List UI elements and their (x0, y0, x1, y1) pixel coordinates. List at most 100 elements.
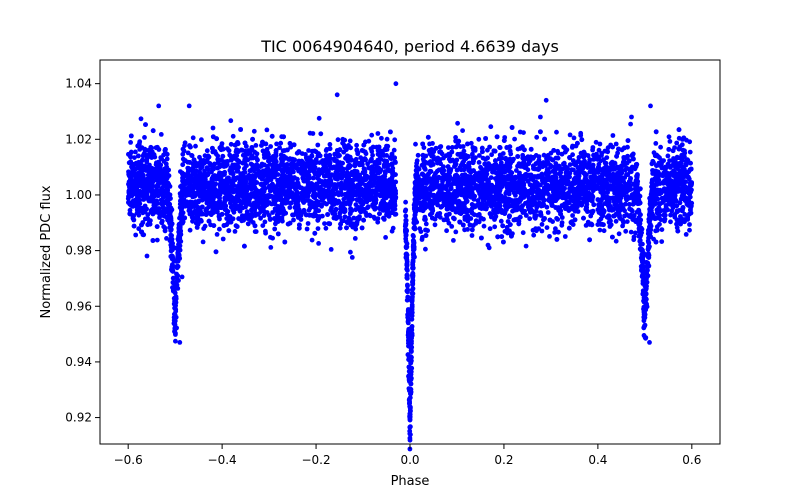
data-point (423, 185, 428, 191)
data-point (453, 135, 458, 140)
data-point (631, 234, 637, 240)
data-point (204, 148, 210, 154)
data-point (558, 174, 564, 180)
data-point (607, 207, 612, 213)
data-point (521, 130, 526, 136)
data-point (465, 227, 470, 232)
data-point (202, 168, 207, 174)
data-point (520, 230, 526, 236)
data-point (423, 221, 429, 227)
data-point (142, 135, 147, 140)
data-point (354, 142, 359, 148)
data-point (212, 149, 218, 154)
data-point (607, 224, 613, 229)
data-point (553, 161, 559, 166)
data-point (323, 148, 329, 153)
data-point (352, 236, 358, 241)
data-point (270, 210, 275, 215)
data-point (268, 144, 273, 149)
data-point (478, 194, 483, 200)
data-point (453, 229, 459, 235)
data-point (593, 139, 599, 145)
data-point (295, 150, 301, 156)
data-point (383, 235, 388, 240)
data-point (258, 215, 263, 221)
data-point (369, 132, 375, 138)
data-point (689, 187, 694, 193)
data-point (468, 140, 474, 146)
data-point (220, 236, 226, 242)
data-point (473, 155, 478, 161)
data-point (372, 161, 378, 166)
data-point (682, 212, 688, 217)
data-point (323, 153, 329, 158)
data-point (477, 153, 482, 158)
data-point (381, 164, 387, 170)
data-point (127, 207, 133, 213)
data-point (137, 147, 143, 152)
data-point (390, 225, 396, 231)
data-point (253, 229, 259, 235)
data-point (508, 161, 513, 166)
data-point (540, 164, 546, 170)
data-point (421, 145, 427, 151)
data-point (461, 148, 467, 154)
data-point (663, 204, 669, 210)
data-point (232, 229, 238, 234)
data-point (415, 152, 421, 158)
data-point (623, 228, 629, 234)
data-point (156, 147, 162, 152)
data-point (163, 161, 169, 167)
data-point (348, 249, 353, 255)
data-point (683, 232, 689, 237)
data-point (534, 134, 540, 140)
data-point (643, 335, 649, 340)
data-point (470, 151, 475, 157)
data-point (261, 213, 267, 219)
data-point (578, 133, 584, 138)
data-point (561, 161, 567, 167)
data-point (659, 227, 665, 233)
data-point (264, 146, 270, 152)
data-point (429, 147, 434, 152)
data-point (419, 237, 425, 242)
data-point (260, 223, 266, 229)
data-point (217, 226, 222, 232)
data-point (541, 152, 547, 158)
data-point (278, 140, 284, 146)
data-point (254, 151, 260, 157)
data-point (190, 135, 196, 141)
data-point (287, 205, 293, 210)
data-point (168, 232, 174, 238)
data-point (335, 137, 341, 143)
data-point (329, 165, 334, 170)
data-point (570, 213, 575, 218)
data-point (628, 169, 634, 175)
data-point (613, 238, 619, 244)
data-point (544, 225, 550, 231)
data-point (189, 153, 195, 159)
data-point (687, 222, 692, 227)
data-point (392, 137, 398, 143)
data-point (432, 222, 438, 228)
data-point (393, 179, 399, 185)
data-point (363, 182, 368, 188)
data-point (427, 151, 433, 157)
data-point (633, 230, 638, 236)
data-point (264, 127, 270, 133)
data-point (505, 164, 511, 170)
data-point (455, 151, 461, 157)
data-point (512, 136, 517, 142)
data-point (674, 140, 680, 146)
data-point (375, 219, 381, 225)
data-point (145, 212, 151, 218)
data-point (305, 221, 311, 226)
data-point (558, 211, 564, 217)
data-point (310, 175, 316, 181)
data-point (469, 233, 475, 238)
data-point (450, 145, 455, 150)
data-point (356, 215, 362, 221)
data-point (219, 141, 225, 147)
data-point (610, 133, 616, 138)
data-point (597, 227, 603, 233)
